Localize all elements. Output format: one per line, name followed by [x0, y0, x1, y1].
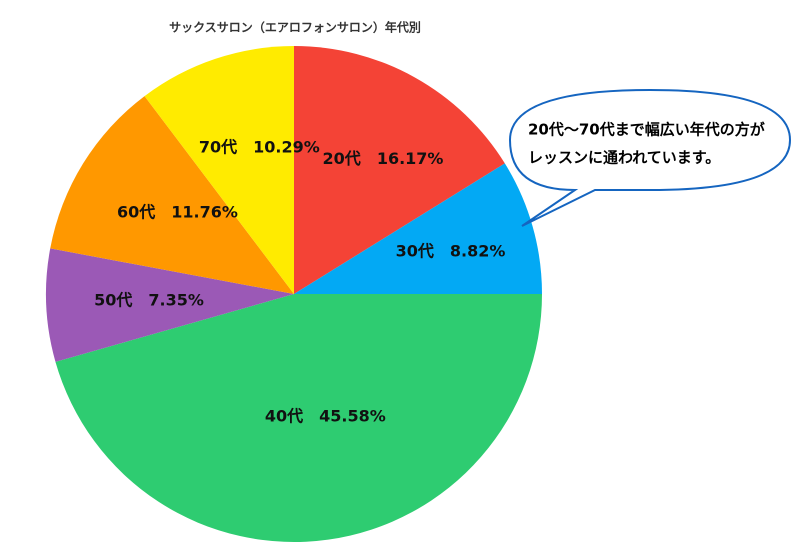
callout-bubble	[508, 88, 792, 227]
slice-value-label: 10.29%	[253, 138, 320, 157]
pie-slice	[144, 46, 294, 294]
pie-slice	[45, 248, 294, 362]
callout-text: レッスンに通われています。	[528, 149, 720, 167]
slice-category: 50代	[94, 291, 132, 310]
callout-text: 20代～70代まで幅広い年代の方が	[528, 121, 766, 139]
pie-slice	[50, 96, 295, 294]
pie	[45, 46, 542, 542]
pie-slice	[294, 163, 542, 294]
slice-category: 30代	[396, 241, 434, 260]
slice-category: 60代	[117, 203, 155, 222]
slice-value-label: 16.17%	[377, 149, 444, 168]
slice-category: 70代	[199, 138, 237, 157]
slice-value-label: 11.76%	[171, 203, 238, 222]
slice-category: 40代	[265, 406, 303, 425]
pie-slice	[55, 293, 542, 542]
slice-value-label: 7.35%	[148, 291, 204, 310]
slice-value-label: 8.82%	[450, 241, 506, 260]
pie-slice	[294, 46, 505, 294]
slice-category: 20代	[323, 149, 361, 168]
chart-title: サックスサロン（エアロフォンサロン）年代別	[169, 20, 421, 35]
slice-value-label: 45.58%	[319, 406, 386, 425]
